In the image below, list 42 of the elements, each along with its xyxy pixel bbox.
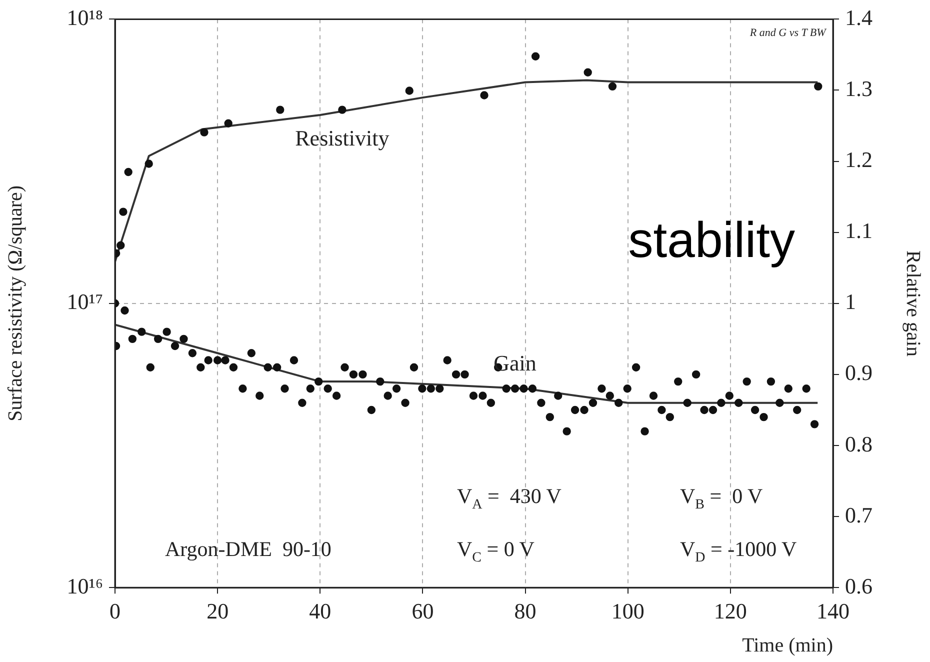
x-tick-label: 140 (816, 598, 850, 624)
annotation: R and G vs T BW (748, 27, 827, 39)
x-tick-label: 120 (714, 598, 747, 624)
y2-axis-title: Relative gain (902, 250, 924, 356)
point (200, 128, 208, 136)
annotation: stability (628, 212, 796, 268)
point (531, 52, 540, 60)
point (116, 241, 125, 250)
x-tick-label: 80 (514, 598, 536, 624)
y2-tick-label: 1 (845, 289, 856, 314)
x-tick-label: 60 (412, 598, 434, 624)
point (480, 91, 488, 100)
y2-tick-label: 0.8 (845, 431, 872, 456)
point (608, 82, 617, 91)
point (124, 168, 132, 176)
x-tick-label: 0 (110, 598, 120, 624)
series-label: Gain (494, 350, 536, 376)
y2-tick-label: 1.1 (845, 218, 872, 244)
point (405, 86, 414, 95)
y2-tick-label: 1.4 (845, 4, 872, 30)
x-axis-title: Time (min) (742, 634, 833, 656)
point (338, 106, 346, 114)
y-tick-label: 10¹⁶ (66, 573, 103, 598)
y2-tick-label: 0.7 (845, 502, 872, 528)
point (814, 82, 822, 91)
x-tick-label: 20 (206, 598, 229, 624)
series-label: Resistivity (295, 126, 390, 151)
y-tick-label: 10¹⁸ (66, 4, 103, 30)
point (224, 119, 232, 128)
y2-tick-label: 1.3 (845, 76, 872, 102)
point (119, 208, 128, 216)
annotation: Argon-DME 90-10 (165, 537, 332, 561)
y-tick-label: 10¹⁷ (66, 289, 103, 314)
y2-tick-label: 0.9 (845, 360, 872, 386)
x-tick-label: 100 (611, 598, 644, 624)
y2-tick-label: 1.2 (845, 147, 872, 172)
y-axis-title: Surface resistivity (Ω/square) (4, 185, 26, 422)
point (276, 106, 284, 114)
point (144, 160, 153, 168)
y2-tick-label: 0.6 (845, 573, 872, 598)
point (584, 68, 592, 76)
x-tick-label: 40 (309, 598, 332, 624)
